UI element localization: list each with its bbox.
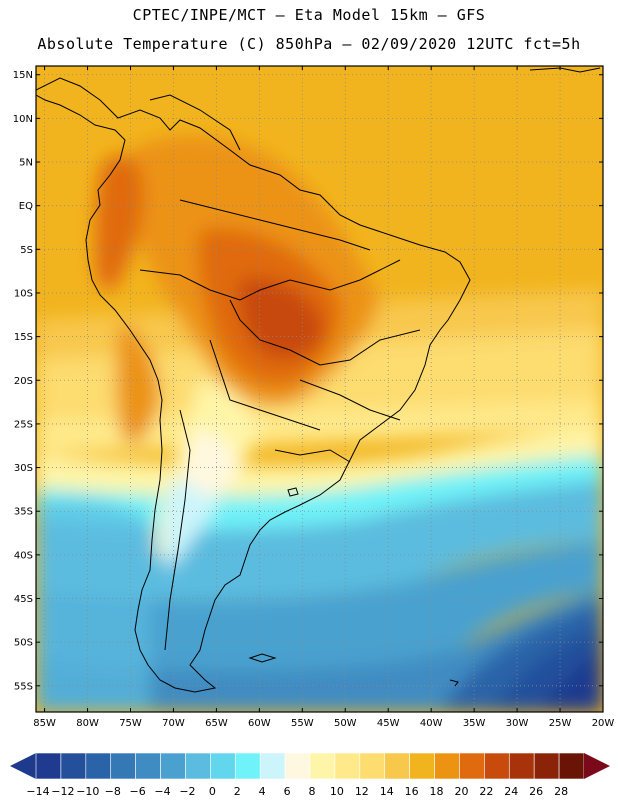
colorbar-step bbox=[110, 752, 136, 780]
lat-label: EQ bbox=[19, 201, 33, 212]
lon-label: 60W bbox=[248, 718, 271, 729]
temperature-field bbox=[36, 66, 603, 712]
lon-label: 35W bbox=[463, 718, 486, 729]
lat-label: 30S bbox=[14, 463, 33, 474]
colorbar-label: −6 bbox=[130, 785, 146, 798]
colorbar-label: 6 bbox=[284, 785, 291, 798]
colorbar-label: −8 bbox=[105, 785, 121, 798]
lat-label: 5N bbox=[19, 158, 33, 169]
longitude-labels: 85W 80W 75W 70W 65W 60W 55W 50W 45W 40W 35W 30W 25W 2… bbox=[33, 718, 614, 729]
colorbar-label: 28 bbox=[554, 785, 568, 798]
colorbar-label: −10 bbox=[76, 785, 99, 798]
colorbar-label: 16 bbox=[405, 785, 419, 798]
colorbar-step bbox=[234, 752, 261, 780]
colorbar-step bbox=[558, 752, 585, 780]
lat-label: 55S bbox=[14, 681, 33, 692]
lat-label: 10S bbox=[14, 288, 33, 299]
lon-label: 55W bbox=[291, 718, 314, 729]
lon-label: 30W bbox=[506, 718, 529, 729]
colorbar-step bbox=[135, 752, 161, 780]
colorbar-label: 22 bbox=[479, 785, 493, 798]
lon-label: 20W bbox=[592, 718, 615, 729]
colorbar-step bbox=[259, 752, 286, 780]
colorbar-label: −12 bbox=[51, 785, 74, 798]
lon-label: 25W bbox=[549, 718, 572, 729]
lon-label: 80W bbox=[76, 718, 99, 729]
colorbar-labels: −14 −12 −10 −8 −6 −4 −2 0 2 4 6 8 10 12 14 16 18 20 22 24 26… bbox=[26, 785, 568, 798]
lon-label: 50W bbox=[334, 718, 357, 729]
lon-label: 45W bbox=[377, 718, 400, 729]
lat-label: 15N bbox=[13, 70, 33, 81]
colorbar-step bbox=[484, 752, 510, 780]
axis-ticks bbox=[36, 66, 604, 712]
latitude-labels: 15N 10N 5N EQ 5S 10S 15S 20S 25S 30S 35S 40S 45S 50S 5… bbox=[13, 70, 33, 692]
lat-label: 35S bbox=[14, 507, 33, 518]
colorbar-label: 4 bbox=[259, 785, 266, 798]
lat-lon-grid bbox=[36, 66, 603, 712]
colorbar-label: 10 bbox=[330, 785, 344, 798]
lat-label: 25S bbox=[14, 419, 33, 430]
colorbar-step bbox=[210, 752, 236, 780]
colorbar-label: 14 bbox=[380, 785, 394, 798]
lon-label: 85W bbox=[33, 718, 56, 729]
colorbar: −14 −12 −10 −8 −6 −4 −2 0 2 4 6 8 10 12 14 16 18 20 22 24 26… bbox=[10, 752, 610, 798]
colorbar-step bbox=[533, 752, 560, 780]
colorbar-step bbox=[160, 752, 186, 780]
colorbar-label: 12 bbox=[355, 785, 369, 798]
colorbar-step bbox=[359, 752, 386, 780]
colorbar-label: 8 bbox=[309, 785, 316, 798]
colorbar-label: 20 bbox=[454, 785, 468, 798]
chart-title-line-2: Absolute Temperature (C) 850hPa – 02/09/… bbox=[37, 35, 581, 53]
colorbar-label: 18 bbox=[430, 785, 444, 798]
colorbar-step bbox=[85, 752, 112, 780]
lon-label: 75W bbox=[119, 718, 142, 729]
lat-label: 40S bbox=[14, 550, 33, 561]
colorbar-label: −4 bbox=[154, 785, 170, 798]
colorbar-step bbox=[60, 752, 87, 780]
lat-label: 50S bbox=[14, 638, 33, 649]
coastline bbox=[36, 67, 601, 693]
lon-label: 40W bbox=[420, 718, 443, 729]
lon-label: 65W bbox=[205, 718, 228, 729]
colorbar-steps bbox=[35, 752, 585, 780]
colorbar-step bbox=[309, 752, 336, 780]
map-frame bbox=[35, 65, 604, 713]
colorbar-high-arrow bbox=[584, 753, 610, 779]
colorbar-label: 26 bbox=[529, 785, 543, 798]
lon-label: 70W bbox=[162, 718, 185, 729]
colorbar-step bbox=[35, 752, 62, 780]
colorbar-step bbox=[508, 752, 535, 780]
colorbar-label: −14 bbox=[26, 785, 49, 798]
lat-label: 20S bbox=[14, 376, 33, 387]
colorbar-step bbox=[334, 752, 361, 780]
lat-label: 10N bbox=[13, 114, 33, 125]
colorbar-step bbox=[384, 752, 410, 780]
colorbar-label: −2 bbox=[179, 785, 195, 798]
colorbar-label: 0 bbox=[209, 785, 216, 798]
colorbar-label: 2 bbox=[234, 785, 241, 798]
colorbar-step bbox=[185, 752, 211, 780]
colorbar-step bbox=[459, 752, 485, 780]
lat-label: 45S bbox=[14, 594, 33, 605]
chart-title-line-1: CPTEC/INPE/MCT – Eta Model 15km – GFS bbox=[132, 6, 486, 24]
colorbar-label: 24 bbox=[504, 785, 518, 798]
lat-label: 15S bbox=[14, 332, 33, 343]
colorbar-step bbox=[409, 752, 435, 780]
colorbar-step bbox=[434, 752, 460, 780]
lat-label: 5S bbox=[20, 245, 33, 256]
colorbar-step bbox=[284, 752, 311, 780]
colorbar-low-arrow bbox=[10, 753, 36, 779]
